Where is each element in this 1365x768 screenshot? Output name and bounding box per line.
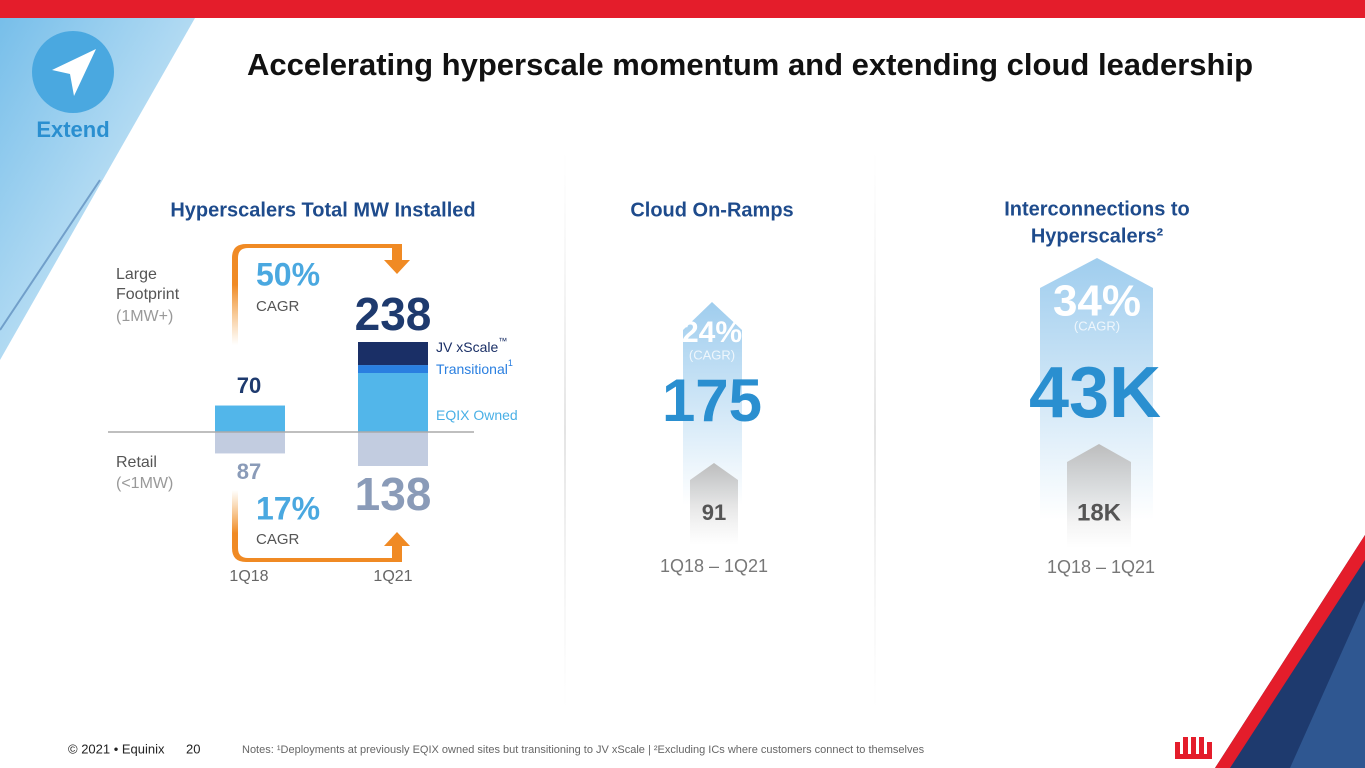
footnote: Notes: ¹Deployments at previously EQIX o… — [242, 744, 925, 756]
page-number: 20 — [186, 741, 200, 756]
growth-label: (CAGR) — [689, 347, 735, 362]
bar-segment — [215, 405, 285, 432]
current-value: 175 — [662, 367, 762, 434]
growth-rate: 50% — [256, 256, 320, 292]
bar-segment — [358, 373, 428, 432]
growth-label: CAGR — [256, 531, 300, 548]
growth-label: CAGR — [256, 298, 300, 315]
value-label: 238 — [355, 288, 432, 340]
legend-name: Transitional — [436, 361, 508, 377]
copyright: © 2021 • Equinix — [68, 741, 165, 756]
previous-value: 18K — [1077, 499, 1122, 526]
previous-value: 91 — [702, 500, 726, 525]
top-band — [0, 0, 1365, 18]
legend-sup: ™ — [498, 336, 507, 346]
current-value: 43K — [1029, 353, 1161, 433]
panel-title: Cloud On-Ramps — [630, 199, 793, 221]
growth-rate: 17% — [256, 490, 320, 526]
badge-label: Extend — [36, 117, 109, 142]
value-label: 138 — [355, 468, 432, 520]
corner-stripe — [1215, 535, 1365, 768]
period: 1Q18 – 1Q21 — [660, 556, 768, 576]
category-label: 1Q18 — [229, 568, 268, 585]
category-label: 1Q21 — [373, 568, 412, 585]
legend-sup: 1 — [508, 358, 513, 368]
value-label: 87 — [237, 459, 261, 484]
legend-label: Transitional1 — [436, 358, 513, 376]
slide-title: Accelerating hyperscale momentum and ext… — [247, 47, 1253, 82]
row-label: Large — [116, 266, 157, 283]
row-sublabel: (1MW+) — [116, 308, 173, 325]
panel-title: Hyperscalers Total MW Installed — [170, 199, 475, 221]
bar-chart: JV xScale™ Transitional1 EQIX Owned — [215, 336, 518, 466]
bar — [358, 432, 428, 466]
growth-shape — [683, 302, 742, 505]
panel-title: Interconnections to — [1004, 198, 1190, 220]
corner-line — [0, 179, 101, 331]
row-label: Footprint — [116, 286, 180, 303]
divider — [564, 150, 566, 710]
divider — [874, 150, 876, 710]
baseline-shape — [690, 463, 738, 545]
legend-name: EQIX Owned — [436, 407, 518, 423]
growth-rate: 24% — [682, 316, 742, 349]
baseline-shape — [1067, 444, 1131, 548]
row-label: Retail — [116, 454, 157, 471]
growth-arrow — [232, 244, 410, 345]
growth-rate: 34% — [1053, 277, 1141, 326]
badge-arrow — [52, 49, 96, 96]
legend-name: JV xScale — [436, 339, 498, 355]
corner-decoration — [1290, 600, 1365, 768]
growth-arrow — [232, 490, 410, 562]
legend-label: EQIX Owned — [436, 407, 518, 423]
legend-label: JV xScale™ — [436, 336, 507, 354]
bar-segment — [358, 342, 428, 366]
bar — [215, 432, 285, 454]
period: 1Q18 – 1Q21 — [1047, 557, 1155, 577]
growth-shape — [1040, 258, 1153, 520]
logo — [1175, 737, 1212, 759]
panel-title: Hyperscalers² — [1031, 225, 1164, 247]
growth-label: (CAGR) — [1074, 318, 1120, 333]
bar-segment — [358, 365, 428, 374]
value-label: 70 — [237, 373, 261, 398]
row-sublabel: (<1MW) — [116, 475, 173, 492]
